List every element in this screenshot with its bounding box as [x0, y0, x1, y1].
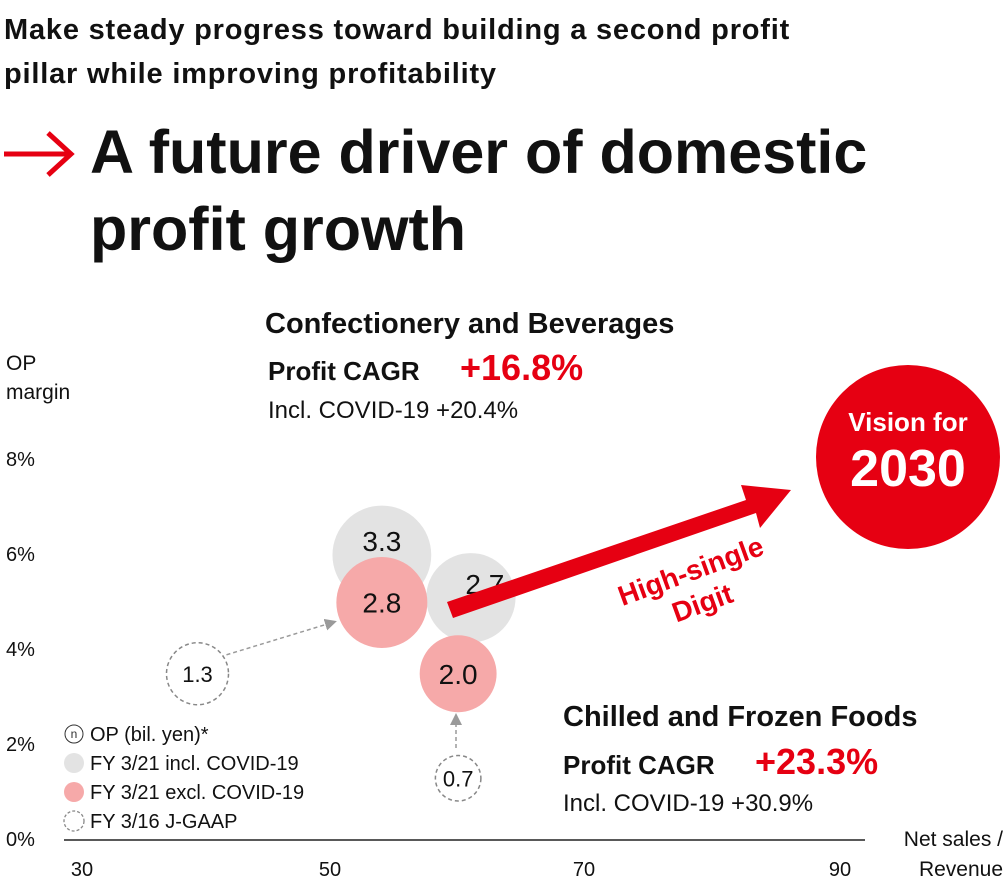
bubble-fy-3-16-j-gaap	[434, 754, 482, 802]
segment2-title: Chilled and Frozen Foods	[563, 701, 917, 733]
growth-trend-arrow	[447, 485, 791, 618]
bubble-fy-3-21-excl-covid-19	[419, 635, 497, 713]
segment2-incl-covid: Incl. COVID-19 +30.9%	[563, 790, 813, 817]
bubble-value-label: 1.3	[182, 662, 213, 687]
bubble-value-label: 3.3	[362, 526, 401, 557]
segment1-cagr-value: +16.8%	[460, 347, 583, 388]
headline-line-2: profit growth	[90, 195, 467, 263]
bubble-fy-3-21-excl-covid-19	[336, 557, 428, 648]
x-axis-label-line-1: Net sales /	[904, 828, 1003, 851]
legend-swatch-excl-covid	[64, 782, 84, 802]
right-arrow-icon	[4, 131, 75, 177]
x-axis-label-line-2: Revenue	[919, 858, 1003, 881]
vision-label-line-1: Vision for	[848, 407, 967, 437]
y-tick-label: 0%	[6, 829, 35, 851]
x-tick-label: 70	[573, 859, 595, 881]
bubble-value-label: 2.8	[362, 588, 401, 619]
y-tick-label: 4%	[6, 639, 35, 661]
headline-line-1: A future driver of domestic	[90, 118, 868, 186]
legend-swatch-incl-covid	[64, 753, 84, 773]
segment1-cagr-label: Profit CAGR	[268, 356, 420, 386]
subtitle-line-1: Make steady progress toward building a s…	[4, 14, 791, 46]
bubble-value-label: 0.7	[443, 766, 474, 791]
slide-subtitle: Make steady progress toward building a s…	[4, 8, 790, 96]
y-axis-label-line-2: margin	[6, 381, 70, 404]
vision-2030-circle	[816, 365, 1000, 549]
slide-headline: A future driver of domestic profit growt…	[90, 114, 867, 268]
y-tick-label: 8%	[6, 449, 35, 471]
legend-item-incl-covid: FY 3/21 incl. COVID-19	[90, 753, 299, 775]
segment1-incl-covid: Incl. COVID-19 +20.4%	[268, 397, 518, 424]
legend-n-marker	[64, 724, 84, 744]
bubble-value-label: 2.0	[439, 659, 478, 690]
legend-n-marker-label: n	[71, 727, 78, 741]
legend-op-label: OP (bil. yen)*	[90, 724, 209, 746]
segment2-cagr-label: Profit CAGR	[563, 750, 715, 780]
segment1-title: Confectionery and Beverages	[265, 308, 674, 340]
subtitle-line-2: pillar while improving profitability	[4, 58, 497, 90]
y-tick-label: 6%	[6, 544, 35, 566]
segment2-cagr-value: +23.3%	[755, 741, 878, 782]
legend-item-excl-covid: FY 3/21 excl. COVID-19	[90, 782, 304, 804]
y-axis-ticks: 0% 2% 4% 6% 8%	[6, 449, 35, 851]
bubble-fy-3-16-j-gaap	[165, 642, 230, 706]
legend-swatch-jgaap	[63, 810, 85, 832]
x-tick-label: 50	[319, 859, 341, 881]
chart-legend: n OP (bil. yen)* FY 3/21 incl. COVID-19 …	[63, 724, 304, 833]
y-tick-label: 2%	[6, 734, 35, 756]
x-axis-ticks: 30 50 70 90	[71, 859, 851, 881]
x-tick-label: 30	[71, 859, 93, 881]
legend-item-jgaap: FY 3/16 J-GAAP	[90, 811, 237, 833]
y-axis-label-line-1: OP	[6, 352, 36, 375]
vision-label-line-2: 2030	[850, 440, 966, 498]
x-tick-label: 90	[829, 859, 851, 881]
